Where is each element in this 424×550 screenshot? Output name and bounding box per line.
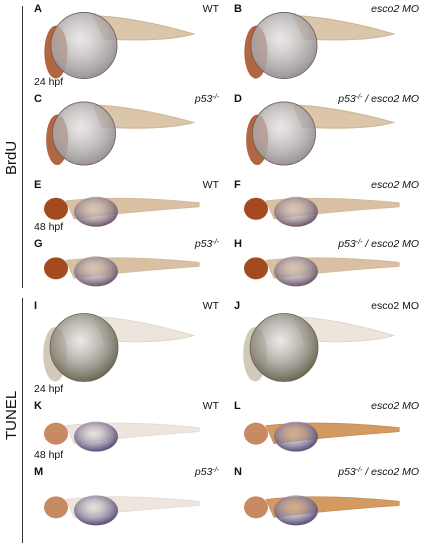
panel-letter: J (234, 300, 241, 312)
trunk-mark (92, 15, 196, 41)
yolk-mark (249, 313, 319, 382)
embryo-image (46, 101, 196, 166)
brdu-bracket (22, 6, 29, 288)
embryo-image (43, 313, 196, 382)
head-mark (44, 422, 68, 445)
yolk-mark (52, 101, 116, 166)
head-mark (244, 422, 268, 445)
head-mark (44, 197, 68, 220)
section-label-tunel: TUNEL (3, 390, 20, 440)
panel-letter: H (234, 238, 242, 250)
yolk-mark (49, 313, 119, 382)
panel-letter: B (234, 3, 242, 15)
yolk-mark (274, 421, 318, 452)
yolk-mark (252, 101, 316, 166)
panel-i: I WT 24 hpf (32, 299, 222, 396)
panel-condition: esco2 MO (371, 300, 419, 312)
tunel-bracket (22, 298, 29, 543)
yolk-mark (74, 421, 118, 452)
embryo-image (244, 495, 400, 526)
head-mark (244, 496, 268, 519)
embryo-image (44, 12, 196, 79)
panel-condition: esco2 MO (371, 400, 419, 412)
yolk-mark (274, 196, 318, 227)
yolk-mark (274, 495, 318, 526)
embryo-image (44, 196, 200, 227)
panel-letter: C (34, 93, 42, 105)
panel-condition: WT (202, 3, 219, 15)
panel-condition: WT (202, 179, 219, 191)
panel-condition: p53-/- (194, 466, 219, 478)
yolk-mark (250, 12, 318, 79)
panel-condition: p53-/- (194, 93, 219, 105)
panel-letter: A (34, 3, 42, 15)
panel-letter: M (34, 466, 44, 478)
panel-condition: esco2 MO (371, 179, 419, 191)
embryo-image (44, 256, 200, 287)
panel-k: K WT 48 hpf (32, 399, 222, 462)
panel-letter: N (234, 466, 242, 478)
embryo-image (44, 421, 200, 452)
panel-letter: D (234, 93, 242, 105)
panel-e: E WT 48 hpf (32, 178, 222, 234)
panel-letter: F (234, 179, 241, 191)
embryo-image (243, 313, 396, 382)
panel-condition: p53-/- / esco2 MO (338, 238, 419, 250)
panel-letter: K (34, 400, 42, 412)
trunk-mark (292, 15, 396, 41)
panel-letter: L (234, 400, 241, 412)
panel-letter: E (34, 179, 42, 191)
panel-condition: WT (202, 400, 219, 412)
panel-letter: G (34, 238, 43, 250)
yolk-mark (50, 12, 118, 79)
head-mark (244, 257, 268, 280)
panel-stage: 48 hpf (34, 449, 64, 461)
head-mark (244, 197, 268, 220)
yolk-mark (74, 256, 118, 287)
embryo-image (244, 421, 400, 452)
embryo-image (244, 256, 400, 287)
panel-condition: p53-/- (194, 238, 219, 250)
panel-stage: 48 hpf (34, 221, 64, 233)
embryo-image (244, 12, 396, 79)
panel-condition: WT (202, 300, 219, 312)
head-mark (44, 496, 68, 519)
trunk-mark (292, 104, 396, 129)
panel-condition: p53-/- / esco2 MO (338, 466, 419, 478)
panel-letter: I (34, 300, 38, 312)
trunk-mark (92, 104, 196, 129)
trunk-mark (93, 316, 196, 343)
panel-stage: 24 hpf (34, 76, 64, 88)
section-label-brdu: BrdU (3, 140, 20, 175)
yolk-mark (74, 495, 118, 526)
yolk-mark (274, 256, 318, 287)
panel-a: A WT 24 hpf (32, 2, 222, 89)
panel-stage: 24 hpf (34, 383, 64, 395)
head-mark (44, 257, 68, 280)
embryo-image (44, 495, 200, 526)
embryo-image (244, 196, 400, 227)
panel-condition: p53-/- / esco2 MO (338, 93, 419, 105)
embryo-image (246, 101, 396, 166)
panel-condition: esco2 MO (371, 3, 419, 15)
yolk-mark (74, 196, 118, 227)
trunk-mark (293, 316, 396, 343)
